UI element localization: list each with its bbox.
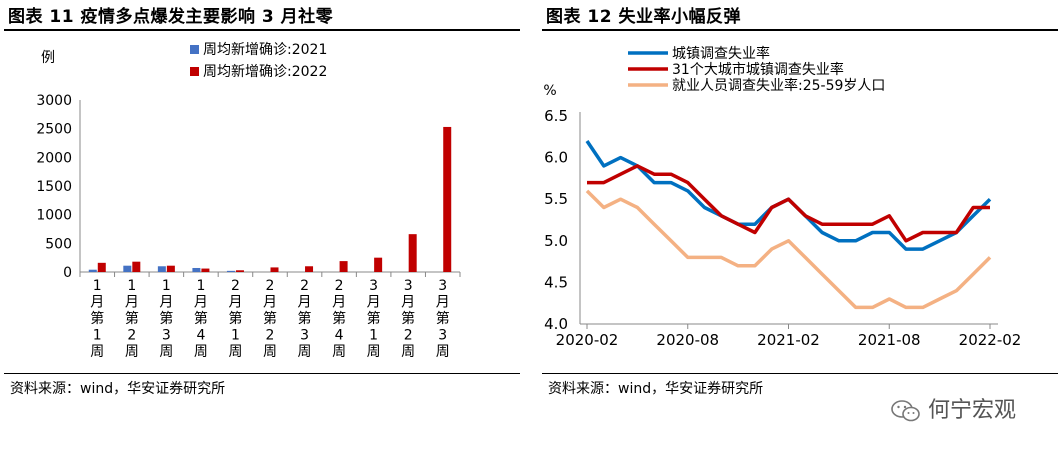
bar-ytick-label: 1000: [36, 208, 72, 224]
line-ytick-label: 4.5: [544, 273, 568, 291]
wechat-icon: [891, 400, 920, 422]
bar-ytick-label: 2000: [36, 150, 72, 166]
brand-name: 何宁宏观: [928, 398, 1017, 423]
bar-legend-label: 周均新增确诊:2022: [203, 64, 327, 80]
line-ytick-label: 5.5: [544, 190, 568, 208]
right-figure-title: 图表 12 失业率小幅反弹: [546, 7, 741, 27]
bar-category-label: 3 月第 3 周: [436, 278, 450, 360]
line-ytick-label: 5.0: [544, 232, 568, 250]
bar-ytick-label: 500: [45, 236, 72, 252]
left-bottom-rule: [4, 373, 520, 374]
right-bottom-rule: [542, 373, 1058, 374]
bar-2021: [192, 267, 201, 272]
line-chart: % 4.0 4.5 5.0 5.5 6.0 6.5 2020-02 2020-08 2021-02…: [543, 45, 1022, 349]
bar-category-label: 3 月第 1 周: [367, 278, 381, 360]
bar-2021: [88, 269, 97, 272]
bar-2022: [339, 261, 348, 272]
line-xtick-label: 2021-02: [757, 331, 820, 349]
bar-2021: [226, 270, 235, 272]
line-legend-label: 城镇调查失业率: [672, 45, 770, 62]
bar-category-label: 2 月第 4 周: [332, 278, 346, 360]
bar-category-label: 1 月第 3 周: [159, 278, 173, 360]
right-source: 资料来源：wind，华安证券研究所: [548, 381, 764, 397]
line-legend-label: 就业人员调查失业率:25-59岁人口: [672, 77, 885, 94]
bar-legend-swatch: [190, 45, 199, 54]
bar-ytick-label: 1500: [36, 179, 72, 195]
bar-category-label: 2 月第 1 周: [228, 278, 242, 360]
line-series-3: [585, 189, 992, 310]
bar-2022: [408, 234, 417, 272]
line-xtick-label: 2020-02: [556, 331, 619, 349]
bar-2022: [132, 261, 141, 272]
bar-category-label: 3 月第 2 周: [401, 278, 415, 360]
line-ylabel: %: [543, 83, 556, 99]
bar-legend-swatch: [190, 67, 199, 76]
line-ytick-label: 6.5: [544, 107, 568, 125]
line-ytick-label: 6.0: [544, 149, 568, 167]
bar-2021: [157, 266, 166, 272]
bar-2022: [97, 262, 106, 272]
bar-2022: [201, 268, 210, 272]
bar-category-label: 1 月第 2 周: [125, 278, 139, 360]
left-source: 资料来源：wind，华安证券研究所: [10, 381, 226, 397]
bar-category-label: 2 月第 3 周: [298, 278, 312, 360]
bar-category-label: 1 月第 1 周: [90, 278, 104, 360]
bar-2022: [166, 265, 175, 272]
bar-2022: [443, 126, 452, 273]
left-title-rule: [4, 29, 520, 31]
bar-chart: 例 0 500 1000 1500 2000 2500 3000 1 月第 1 周 1 月第 2 周 1 月第 3 周…: [36, 42, 461, 360]
bar-category-label: 1 月第 4 周: [194, 278, 208, 360]
line-xtick-label: 2020-08: [656, 331, 719, 349]
line-legend-label: 31个大城市城镇调查失业率: [672, 61, 844, 78]
bar-2022: [374, 257, 383, 272]
bar-2022: [235, 270, 244, 272]
bar-ylabel: 例: [41, 50, 55, 66]
right-title-rule: [542, 29, 1058, 31]
left-figure-title: 图表 11 疫情多点爆发主要影响 3 月社零: [8, 7, 334, 27]
bar-2022: [270, 267, 279, 272]
bar-ytick-label: 3000: [36, 93, 72, 109]
bar-2022: [305, 266, 314, 272]
line-ytick-label: 4.0: [544, 315, 568, 333]
bar-legend-label: 周均新增确诊:2021: [203, 42, 327, 58]
line-series-2: [587, 164, 990, 243]
line-xtick-label: 2021-08: [858, 331, 921, 349]
bar-ytick-label: 2500: [36, 122, 72, 138]
brand: 何宁宏观: [890, 392, 1016, 424]
bar-category-label: 2 月第 2 周: [263, 278, 277, 360]
line-xtick-label: 2022-02: [959, 331, 1022, 349]
bar-2021: [123, 265, 132, 272]
bar-ytick-label: 0: [63, 265, 72, 281]
